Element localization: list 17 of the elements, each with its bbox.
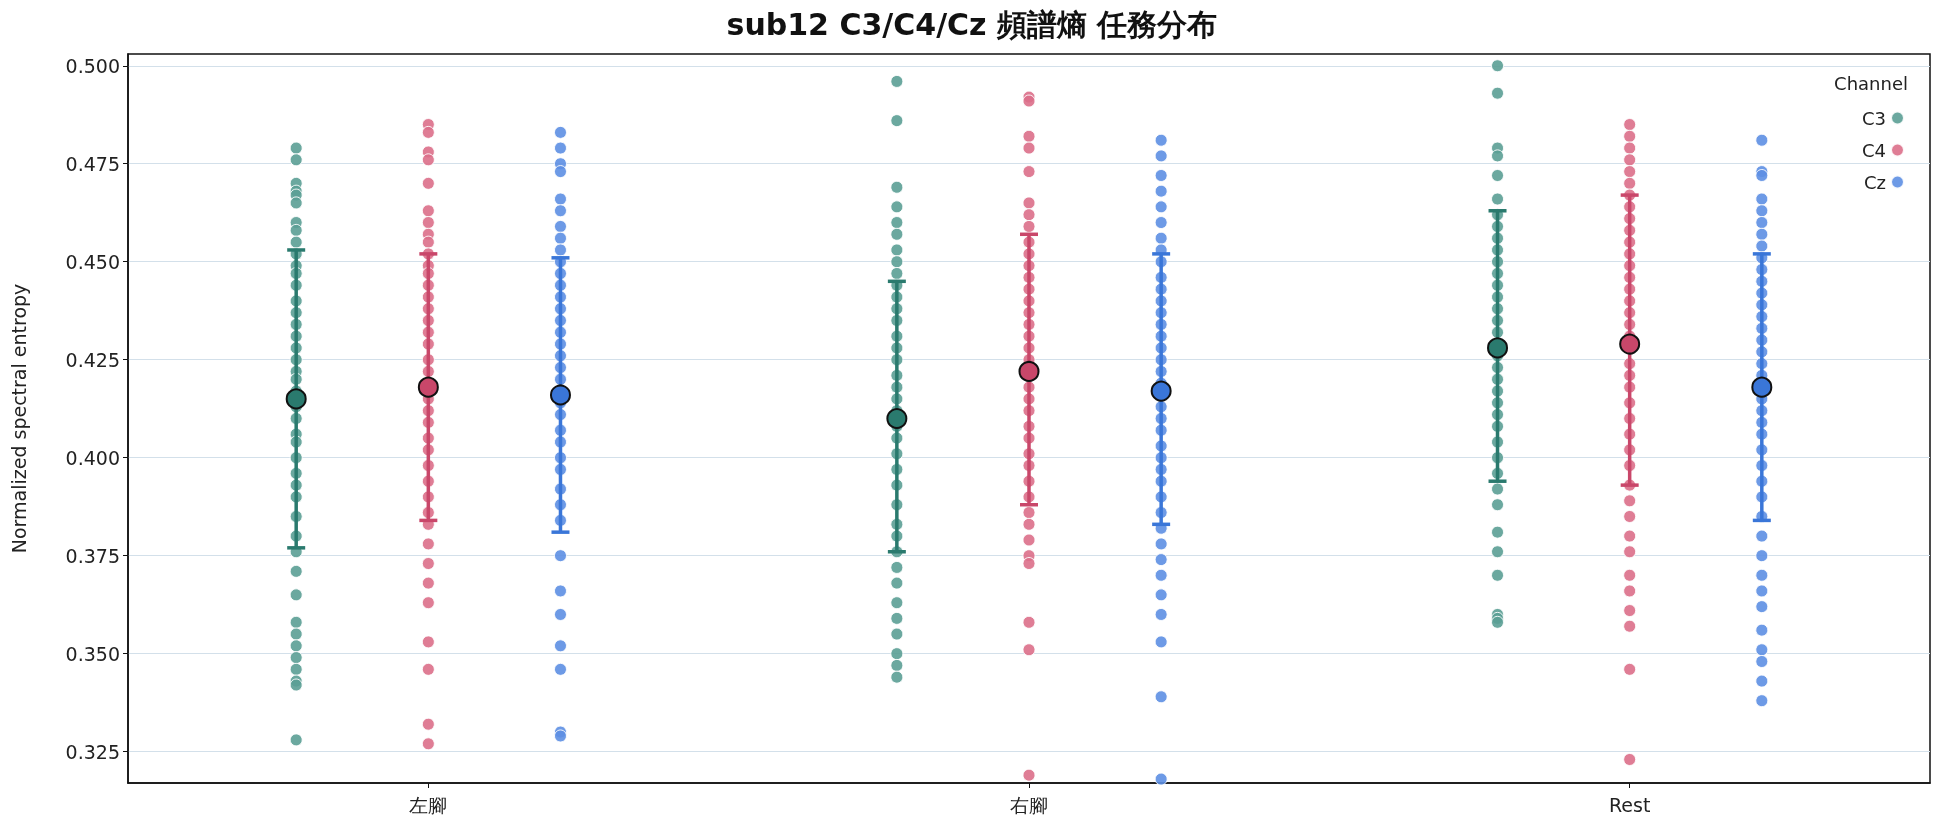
legend-label: C4: [1861, 139, 1886, 161]
y-tick-label: 0.350: [65, 642, 120, 665]
chart-title: sub12 C3/C4/Cz 頻譜熵 任務分布: [726, 6, 1218, 42]
y-tick-label: 0.425: [65, 348, 120, 371]
x-tick-label: Rest: [1608, 793, 1651, 816]
x-tick-label: 右腳: [1010, 793, 1048, 816]
legend-label: C3: [1861, 107, 1886, 129]
y-tick-label: 0.400: [65, 446, 120, 469]
y-axis-title: Normalized spectral entropy: [7, 283, 30, 554]
y-tick-label: 0.375: [65, 544, 120, 567]
y-tick-label: 0.475: [65, 152, 120, 175]
y-tick-label: 0.450: [65, 250, 120, 273]
y-tick-label: 0.500: [65, 54, 120, 77]
x-tick-label: 左腳: [409, 793, 448, 816]
legend-label: Cz: [1863, 171, 1886, 193]
y-tick-label: 0.325: [65, 740, 120, 763]
legend-title: Channel: [1834, 72, 1908, 94]
